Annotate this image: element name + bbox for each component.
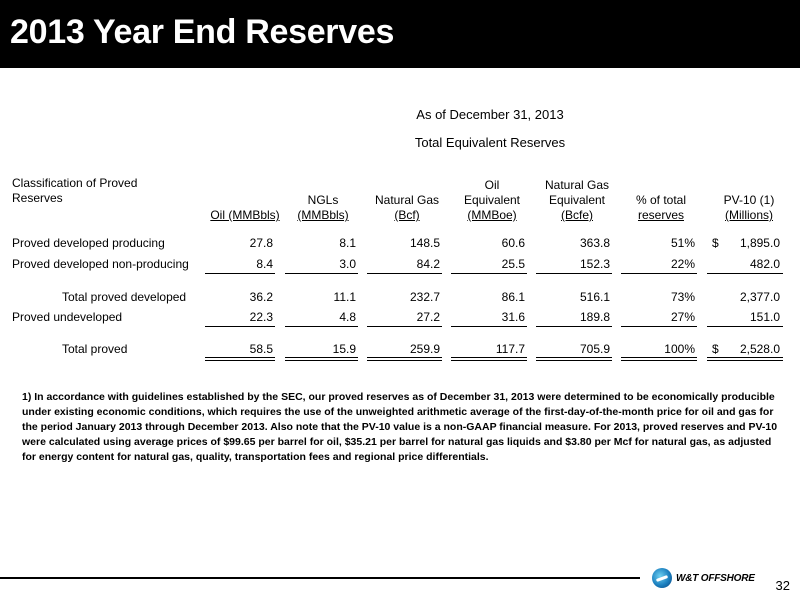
subtotal-rule	[621, 326, 697, 327]
subtotal-rule	[205, 326, 275, 327]
percent-value: 27%	[670, 310, 695, 324]
ngls-value: 4.8	[339, 310, 356, 324]
pv10-value: 2,528.0	[739, 342, 780, 356]
ngls-value: 3.0	[339, 257, 356, 271]
oil-value: 27.8	[249, 236, 273, 250]
oil-value: 8.4	[256, 257, 273, 271]
header-percent-total: % of total reserves	[635, 193, 687, 222]
footer-rule	[0, 577, 640, 579]
oil-value: 36.2	[249, 290, 273, 304]
logo-globe-icon	[652, 568, 672, 588]
percent-value: 73%	[670, 290, 695, 304]
percent-value: 22%	[670, 257, 695, 271]
percent-value: 51%	[670, 236, 695, 250]
table-row: Proved developed producing 27.8 8.1 148.…	[0, 236, 800, 252]
total-double-rule	[367, 357, 442, 361]
natural-gas-value: 232.7	[409, 290, 440, 304]
table-caption: Total Equivalent Reserves	[414, 135, 566, 150]
subtotal-rule	[451, 326, 527, 327]
subtotal-rule	[621, 273, 697, 274]
percent-value: 100%	[664, 342, 695, 356]
oil-value: 58.5	[249, 342, 273, 356]
header-natural-gas: Natural Gas (Bcf)	[374, 193, 440, 222]
subtotal-rule	[451, 273, 527, 274]
dollar-sign: $	[712, 342, 719, 356]
pv10-value: 151.0	[749, 310, 780, 324]
subtotal-rule	[285, 326, 358, 327]
header-ngls: NGLs (MMBbls)	[297, 193, 349, 222]
page-number: 32	[775, 578, 790, 593]
total-double-rule	[536, 357, 612, 361]
oil-equivalent-value: 117.7	[495, 342, 525, 356]
pv10-value: 1,895.0	[739, 236, 780, 250]
subtotal-rule	[707, 273, 783, 274]
as-of-date: As of December 31, 2013	[416, 107, 564, 122]
natural-gas-value: 259.9	[409, 342, 440, 356]
gas-equivalent-value: 363.8	[579, 236, 610, 250]
total-double-rule	[285, 357, 358, 361]
table-row: Proved developed non-producing 8.4 3.0 8…	[0, 257, 800, 273]
gas-equivalent-value: 705.9	[579, 342, 610, 356]
pv10-value: 2,377.0	[739, 290, 780, 304]
subtotal-rule	[205, 273, 275, 274]
table-row: Total proved 58.5 15.9 259.9 117.7 705.9…	[0, 342, 800, 358]
page-title: 2013 Year End Reserves	[10, 13, 395, 51]
oil-equivalent-value: 86.1	[501, 290, 525, 304]
gas-equivalent-value: 516.1	[579, 290, 610, 304]
company-logo: W&T OFFSHORE	[652, 567, 755, 589]
table-row: Proved undeveloped 22.3 4.8 27.2 31.6 18…	[0, 310, 800, 326]
ngls-value: 8.1	[339, 236, 356, 250]
row-label: Proved developed producing	[12, 236, 165, 250]
natural-gas-value: 27.2	[416, 310, 440, 324]
total-double-rule	[621, 357, 697, 361]
total-double-rule	[451, 357, 527, 361]
pv10-value: 482.0	[749, 257, 780, 271]
natural-gas-value: 84.2	[416, 257, 440, 271]
ngls-value: 11.1	[333, 290, 356, 304]
row-label: Proved developed non-producing	[12, 257, 189, 271]
header-oil: Oil (MMBbls)	[210, 208, 280, 222]
row-label: Total proved	[62, 342, 128, 356]
oil-equivalent-value: 31.6	[501, 310, 525, 324]
oil-equivalent-value: 25.5	[501, 257, 525, 271]
footnote: 1) In accordance with guidelines establi…	[22, 391, 778, 463]
row-label: Total proved developed	[62, 290, 187, 304]
logo-text: W&T OFFSHORE	[676, 572, 755, 584]
oil-value: 22.3	[249, 310, 273, 324]
subtotal-rule	[707, 326, 783, 327]
dollar-sign: $	[712, 236, 719, 250]
oil-equivalent-value: 60.6	[501, 236, 525, 250]
subtotal-rule	[536, 326, 612, 327]
subtotal-rule	[285, 273, 358, 274]
subtotal-rule	[367, 326, 442, 327]
header-classification: Classification of Proved Reserves	[12, 176, 138, 205]
gas-equivalent-value: 189.8	[579, 310, 610, 324]
subtotal-rule	[536, 273, 612, 274]
row-label: Proved undeveloped	[12, 310, 123, 324]
header-oil-equivalent: Oil Equivalent (MMBoe)	[463, 178, 521, 222]
header-natural-gas-equivalent: Natural Gas Equivalent (Bcfe)	[544, 178, 610, 222]
ngls-value: 15.9	[332, 342, 356, 356]
table-row: Total proved developed 36.2 11.1 232.7 8…	[0, 290, 800, 306]
header-pv10: PV-10 (1) (Millions)	[723, 193, 775, 222]
natural-gas-value: 148.5	[409, 236, 440, 250]
total-double-rule	[205, 357, 275, 361]
subtotal-rule	[367, 273, 442, 274]
total-double-rule	[707, 357, 783, 361]
title-bar: 2013 Year End Reserves	[0, 0, 800, 68]
gas-equivalent-value: 152.3	[579, 257, 610, 271]
